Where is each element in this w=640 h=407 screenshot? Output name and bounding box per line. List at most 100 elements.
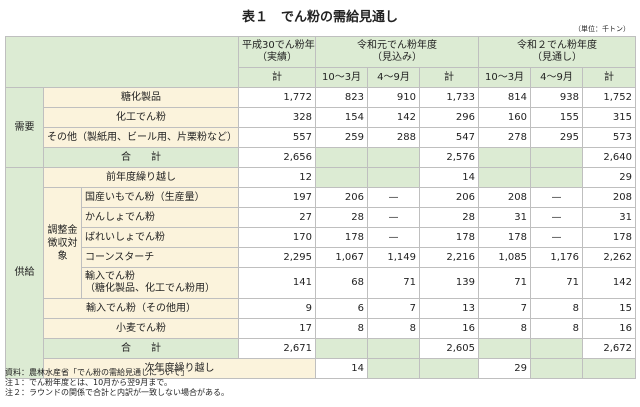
table-row: 輸入でん粉（その他用） 9 6 7 13 7 8 15 bbox=[6, 298, 637, 319]
cell: 31 bbox=[582, 207, 637, 228]
cell: 16 bbox=[582, 318, 637, 339]
cell: 71 bbox=[530, 267, 584, 299]
cell: 1,176 bbox=[530, 247, 584, 268]
table-row: 輸入でん粉 （糖化製品、化工でん粉用） 141 68 71 139 71 71 1… bbox=[6, 267, 637, 299]
cell: 557 bbox=[238, 127, 317, 148]
cell: 910 bbox=[367, 87, 421, 108]
cell: 206 bbox=[315, 187, 369, 208]
cell: 2,216 bbox=[419, 247, 480, 268]
cell-empty bbox=[478, 147, 532, 168]
cell: 178 bbox=[478, 227, 532, 248]
cell: 2,672 bbox=[582, 338, 637, 359]
cell: — bbox=[367, 187, 421, 208]
cell: 295 bbox=[530, 127, 584, 148]
cell: 14 bbox=[315, 358, 369, 379]
table-row: 小麦でん粉 17 8 8 16 8 8 16 bbox=[6, 318, 637, 339]
cell: 1,752 bbox=[582, 87, 637, 108]
cell: 9 bbox=[238, 298, 317, 319]
cell: 170 bbox=[238, 227, 317, 248]
table-row-total: 合 計 2,671 2,605 2,672 bbox=[6, 338, 637, 359]
cell: 328 bbox=[238, 107, 317, 128]
cell: 547 bbox=[419, 127, 480, 148]
cell-empty bbox=[367, 167, 421, 188]
cell: 208 bbox=[582, 187, 637, 208]
table-title: 表１ でん粉の需給見通し bbox=[241, 10, 398, 25]
table-row: 次年度繰り越し 14 29 33 bbox=[6, 358, 637, 379]
row-label: 糖化製品 bbox=[42, 87, 240, 108]
cell-empty bbox=[478, 167, 532, 188]
row-label: 輸入でん粉 （糖化製品、化工でん粉用） bbox=[80, 267, 240, 299]
table-row: 需要 糖化製品 1,772 823 910 1,733 814 938 1,75… bbox=[5, 87, 637, 168]
cell-empty bbox=[530, 338, 584, 359]
cell: 139 bbox=[419, 267, 480, 299]
header-h30: 平成30でん粉年度（実績） bbox=[238, 36, 317, 68]
header-r2-oct-mar: 10～3月 bbox=[478, 67, 532, 88]
row-label: ばれいしょでん粉 bbox=[80, 227, 240, 248]
cell: 2,262 bbox=[582, 247, 637, 268]
row-label: その他（製紙用、ビール用、片栗粉など） bbox=[42, 127, 240, 148]
header-corner bbox=[4, 36, 240, 88]
cell: 7 bbox=[367, 298, 421, 319]
cell: 8 bbox=[530, 318, 584, 339]
header-r1: 令和元でん粉年度 （見込み） bbox=[315, 36, 480, 68]
cell: 206 bbox=[419, 187, 480, 208]
cell: 8 bbox=[315, 318, 369, 339]
cell: 2,295 bbox=[238, 247, 317, 268]
cell: 27 bbox=[238, 207, 317, 228]
cell: 71 bbox=[367, 267, 421, 299]
cell: 7 bbox=[478, 298, 532, 319]
cell: 28 bbox=[419, 207, 480, 228]
cell-empty bbox=[367, 338, 421, 359]
table-row-total: 合 計 2,656 2,576 2,640 bbox=[6, 147, 637, 168]
header-r1-oct-mar: 10～3月 bbox=[315, 67, 369, 88]
note-1: 注１：でん粉年度とは、10月から翌9月まで。 bbox=[5, 378, 172, 387]
cell: 16 bbox=[419, 318, 480, 339]
cell: 29 bbox=[478, 358, 532, 379]
header-r1-apr-sep: 4～9月 bbox=[367, 67, 421, 88]
cell: 31 bbox=[478, 207, 532, 228]
table-row: その他（製紙用、ビール用、片栗粉など） 557 259 288 547 278 … bbox=[6, 127, 637, 148]
cell: 1,772 bbox=[238, 87, 317, 108]
cell: 197 bbox=[238, 187, 317, 208]
cell: — bbox=[367, 227, 421, 248]
cell-empty bbox=[530, 167, 584, 188]
header-h30-total: 計 bbox=[238, 67, 317, 88]
cell: 208 bbox=[478, 187, 532, 208]
unit-label: （単位：千トン） bbox=[574, 25, 630, 33]
cell: 1,149 bbox=[367, 247, 421, 268]
header-r1-total: 計 bbox=[419, 67, 480, 88]
cell: 14 bbox=[419, 167, 480, 188]
table-row: かんしょでん粉 27 28 — 28 31 — 31 bbox=[6, 207, 637, 228]
header-r2-total: 計 bbox=[582, 67, 637, 88]
table-row: コーンスターチ 2,295 1,067 1,149 2,216 1,085 1,… bbox=[6, 247, 637, 268]
row-label: 小麦でん粉 bbox=[42, 318, 240, 339]
table-row: 化工でん粉 328 154 142 296 160 155 315 bbox=[6, 107, 637, 128]
cell: — bbox=[530, 207, 584, 228]
table-row: ばれいしょでん粉 170 178 — 178 178 — 178 bbox=[6, 227, 637, 248]
cell: 573 bbox=[582, 127, 637, 148]
row-label: 化工でん粉 bbox=[42, 107, 240, 128]
cell: 29 bbox=[582, 167, 637, 188]
cell: 2,576 bbox=[419, 147, 480, 168]
cell: 1,067 bbox=[315, 247, 369, 268]
cell: 8 bbox=[478, 318, 532, 339]
cell: 68 bbox=[315, 267, 369, 299]
cell: 259 bbox=[315, 127, 369, 148]
cell: — bbox=[367, 207, 421, 228]
cell: 1,733 bbox=[419, 87, 480, 108]
cell: 17 bbox=[238, 318, 317, 339]
cell: 315 bbox=[582, 107, 637, 128]
cell: 2,656 bbox=[238, 147, 317, 168]
cell: 938 bbox=[530, 87, 584, 108]
section-supply: 供給 bbox=[5, 167, 44, 379]
cell: 1,085 bbox=[478, 247, 532, 268]
cell: 288 bbox=[367, 127, 421, 148]
cell: 6 bbox=[315, 298, 369, 319]
table-row: 調整金徴収対象 国産いもでん粉（生産量） 197 206 — 206 208 —… bbox=[6, 187, 637, 299]
row-label: 合 計 bbox=[42, 147, 240, 168]
cell-empty bbox=[367, 147, 421, 168]
row-label: 合 計 bbox=[42, 338, 240, 359]
table-row: 供給 前年度繰り越し 12 14 29 bbox=[5, 167, 637, 379]
cell-empty bbox=[530, 358, 584, 379]
cell: 154 bbox=[315, 107, 369, 128]
